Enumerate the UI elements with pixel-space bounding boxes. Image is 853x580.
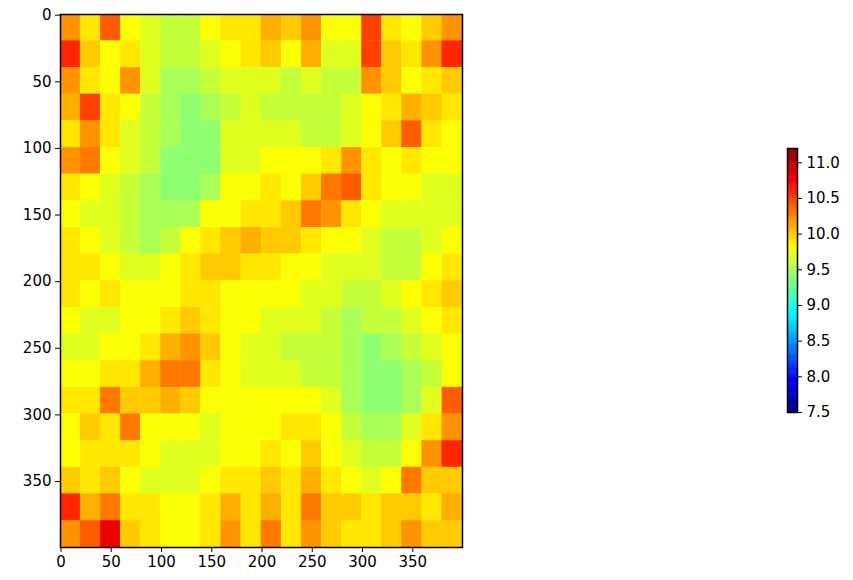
- svg-text:250: 250: [298, 553, 327, 571]
- svg-text:200: 200: [248, 553, 277, 571]
- svg-text:250: 250: [23, 339, 52, 357]
- svg-text:200: 200: [23, 272, 52, 290]
- svg-text:10.0: 10.0: [807, 225, 840, 243]
- svg-text:300: 300: [348, 553, 377, 571]
- svg-text:7.5: 7.5: [807, 403, 831, 421]
- svg-text:9.5: 9.5: [807, 261, 831, 279]
- svg-text:0: 0: [42, 6, 52, 24]
- svg-text:11.0: 11.0: [807, 154, 840, 172]
- svg-text:0: 0: [56, 553, 66, 571]
- svg-text:10.5: 10.5: [807, 189, 840, 207]
- svg-text:350: 350: [398, 553, 427, 571]
- svg-text:8.5: 8.5: [807, 332, 831, 350]
- svg-text:9.0: 9.0: [807, 296, 831, 314]
- svg-text:150: 150: [197, 553, 226, 571]
- svg-text:50: 50: [102, 553, 121, 571]
- svg-text:350: 350: [23, 472, 52, 490]
- svg-text:100: 100: [23, 139, 52, 157]
- svg-text:8.0: 8.0: [807, 368, 831, 386]
- svg-text:300: 300: [23, 406, 52, 424]
- svg-text:100: 100: [147, 553, 176, 571]
- svg-text:50: 50: [32, 73, 51, 91]
- svg-text:150: 150: [23, 206, 52, 224]
